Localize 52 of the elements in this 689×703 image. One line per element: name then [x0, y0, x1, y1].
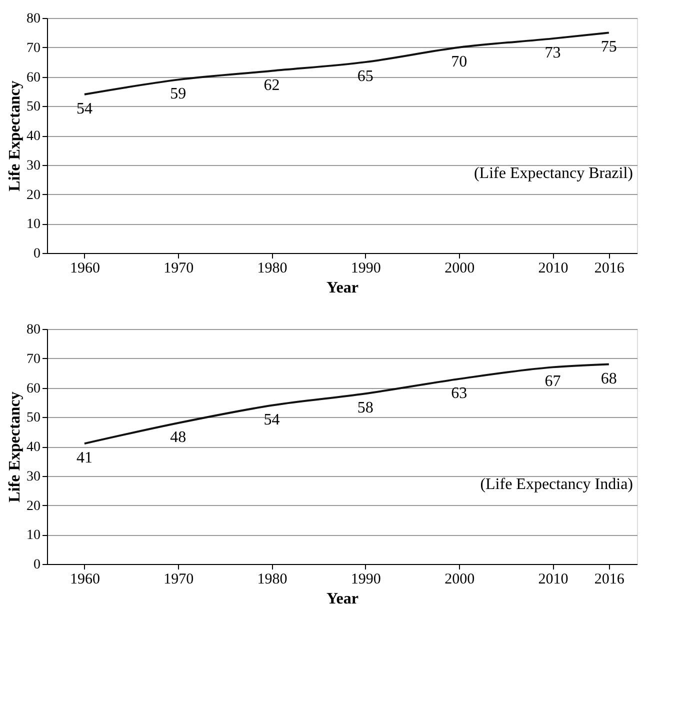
x-tick-label: 2016 — [594, 260, 625, 276]
y-tick-label: 30 — [26, 469, 40, 484]
data-label: 67 — [544, 373, 561, 390]
x-tick-label: 1970 — [164, 572, 194, 588]
x-tick-label: 2010 — [538, 572, 568, 588]
x-tick-label: 1960 — [70, 260, 100, 276]
data-label: 73 — [544, 44, 561, 62]
x-tick-label: 2000 — [444, 260, 475, 276]
x-tick-label: 2010 — [538, 260, 568, 276]
y-tick-label: 60 — [26, 381, 40, 396]
y-tick-label: 20 — [26, 188, 40, 203]
x-tick-label: 1970 — [164, 260, 194, 276]
x-tick-label: 1990 — [350, 572, 381, 588]
y-tick-label: 40 — [26, 129, 40, 144]
data-label: 63 — [451, 384, 468, 402]
y-tick-label: 70 — [26, 352, 40, 367]
y-tick-label: 70 — [26, 40, 40, 56]
y-tick-label: 50 — [26, 410, 40, 426]
x-tick-label: 2016 — [594, 572, 625, 588]
data-label: 59 — [170, 86, 186, 103]
data-label: 75 — [600, 38, 617, 56]
y-axis-title: Life Expectancy — [6, 392, 24, 502]
data-label: 58 — [357, 400, 374, 417]
y-tick-label: 50 — [26, 100, 40, 115]
y-axis-title: Life Expectancy — [6, 80, 24, 192]
data-label: 70 — [451, 53, 468, 70]
y-tick-label: 80 — [26, 12, 40, 26]
data-label: 54 — [264, 411, 280, 428]
y-tick-label: 40 — [26, 440, 40, 455]
y-tick-label: 10 — [26, 217, 40, 232]
y-tick-label: 0 — [34, 246, 40, 262]
y-tick-label: 20 — [26, 498, 40, 514]
y-tick-label: 0 — [34, 558, 40, 572]
y-tick-label: 30 — [26, 158, 40, 174]
y-tick-label: 60 — [26, 70, 40, 86]
x-tick-label: 2000 — [444, 572, 475, 588]
data-label: 41 — [76, 450, 92, 467]
data-label: 62 — [264, 76, 280, 94]
x-axis-title: Year — [326, 590, 358, 608]
y-tick-label: 80 — [26, 322, 40, 338]
data-label: 68 — [600, 370, 617, 388]
x-tick-label: 1990 — [350, 260, 381, 276]
annotation: (Life Expectancy Brazil) — [474, 165, 633, 182]
data-label: 65 — [357, 68, 374, 86]
x-tick-label: 1980 — [257, 572, 288, 588]
y-tick-label: 10 — [26, 528, 40, 544]
x-axis-title: Year — [326, 280, 358, 296]
x-tick-label: 1980 — [257, 260, 288, 276]
annotation: (Life Expectancy India) — [480, 476, 633, 494]
data-label: 48 — [170, 429, 186, 446]
data-label: 54 — [76, 100, 92, 118]
x-tick-label: 1960 — [70, 572, 100, 588]
